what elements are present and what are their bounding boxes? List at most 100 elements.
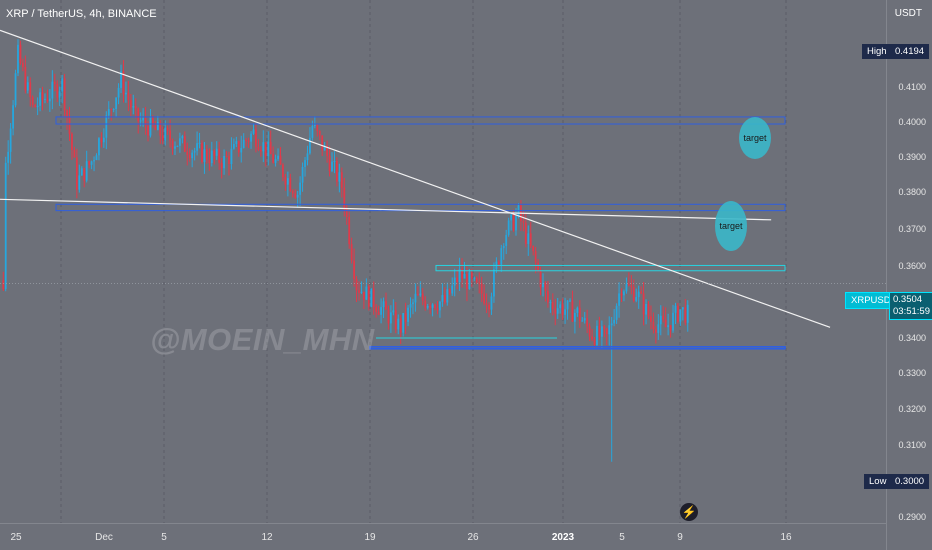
candle-body [181, 136, 184, 139]
candle-body [483, 293, 486, 304]
candle-body [291, 191, 294, 194]
trendline [0, 29, 831, 328]
time-tick: 5 [619, 532, 625, 543]
candle-body [412, 302, 414, 305]
candle-body [502, 245, 505, 249]
candle-body [14, 73, 17, 106]
candle-body [588, 326, 591, 337]
candle-body [48, 98, 51, 102]
candle-body [230, 148, 233, 165]
candle-body [247, 140, 250, 142]
candle-body [424, 300, 427, 308]
candle-body [559, 304, 562, 309]
candle-body [71, 133, 73, 151]
candle-body [375, 307, 378, 312]
candle-body [228, 156, 230, 165]
candle-body [549, 302, 552, 304]
candle-body [662, 315, 665, 320]
candle-body [31, 97, 34, 105]
candle-body [463, 274, 466, 279]
candle-body [262, 142, 265, 152]
time-tick-year: 2023 [551, 532, 575, 543]
time-tick: 12 [261, 532, 273, 543]
candle-body [267, 141, 270, 157]
candle-body [289, 178, 292, 192]
candle-body [147, 125, 149, 136]
candle-body [385, 301, 387, 310]
price-tick: 0.3800 [898, 187, 926, 197]
time-axis[interactable]: 25 Dec 5 12 19 26 2023 5 9 16 [0, 523, 886, 550]
candle-body [34, 104, 37, 108]
candle-body [431, 304, 434, 308]
candle-body [63, 78, 66, 111]
candle-body [458, 268, 461, 283]
candlestick-plot[interactable]: target target [0, 0, 886, 523]
candle-body [434, 304, 436, 309]
target-label: target [719, 221, 743, 231]
price-axis[interactable]: USDT 0.4100 0.4000 0.3900 0.3800 0.3700 … [886, 0, 932, 550]
candle-body [58, 91, 61, 98]
candle-body [610, 323, 613, 326]
candle-body [272, 154, 275, 163]
candle-body [277, 155, 279, 160]
candle-body [259, 149, 262, 152]
price-tick: 0.3900 [898, 152, 926, 162]
candle-body [264, 142, 267, 157]
candle-body [299, 182, 302, 195]
candle-body [208, 159, 211, 164]
candle-body [90, 161, 93, 165]
candle-body [478, 282, 481, 284]
candle-body [333, 160, 336, 162]
candle-body [372, 288, 375, 308]
zone-rect [55, 116, 786, 125]
symbol-title[interactable]: XRP / TetherUS, 4h, BINANCE [6, 8, 157, 20]
candle-body [571, 300, 574, 322]
candle-body [456, 277, 459, 283]
candle-body [316, 124, 319, 131]
candle-body [112, 108, 115, 110]
candle-body [201, 142, 203, 162]
candle-body [473, 277, 476, 279]
lightning-icon[interactable]: ⚡ [680, 503, 698, 521]
candle-body [83, 168, 86, 181]
candle-body [507, 220, 510, 235]
currency-label: USDT [894, 8, 922, 19]
candle-body [102, 137, 105, 143]
candle-body [654, 329, 657, 333]
candle-body [620, 293, 623, 296]
candle-body [397, 318, 400, 330]
candle-body [566, 300, 569, 310]
candle-body [672, 312, 674, 331]
price-tick: 0.4000 [898, 117, 926, 127]
candle-body [522, 221, 525, 223]
candle-body [134, 106, 137, 109]
candle-body [245, 139, 248, 141]
candle-body [318, 130, 321, 136]
candle-body [367, 286, 370, 307]
candle-body [421, 293, 424, 301]
candle-body [269, 141, 272, 155]
candle-body [193, 150, 196, 153]
candle-body [232, 143, 235, 149]
candle-body [659, 315, 662, 325]
target-circle [739, 117, 771, 159]
time-tick: 19 [364, 532, 376, 543]
candle-body [161, 135, 164, 141]
candle-body [174, 146, 176, 149]
candle-body [429, 305, 432, 308]
candle-body [286, 178, 289, 185]
candle-body [451, 285, 454, 294]
candle-body [569, 300, 571, 302]
candle-body [98, 138, 100, 156]
candle-body [443, 295, 446, 303]
candle-body [365, 286, 368, 300]
candle-body [399, 318, 402, 333]
candle-body [215, 148, 218, 156]
candle-body [117, 87, 120, 98]
candle-body [152, 117, 154, 126]
candle-body [515, 216, 517, 231]
candle-body [632, 286, 635, 301]
plot-area[interactable]: target target @MOEIN_MHN XRP / TetherUS, … [0, 0, 886, 523]
candle-body [223, 155, 225, 169]
